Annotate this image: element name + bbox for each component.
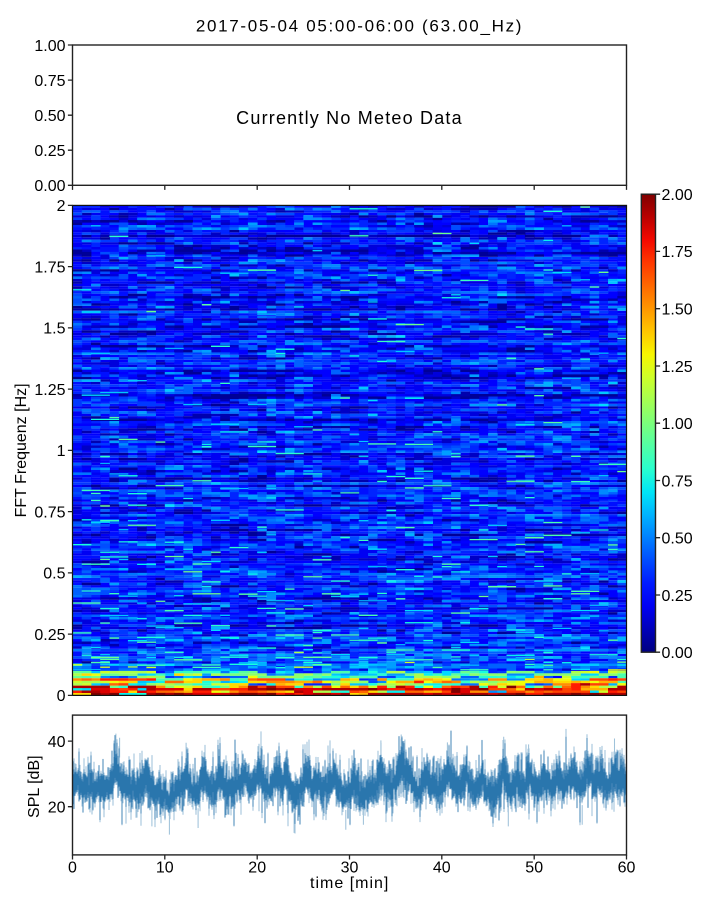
svg-text:30: 30 [341,860,359,877]
svg-text:1.25: 1.25 [34,382,65,399]
svg-text:1.50: 1.50 [662,302,693,319]
svg-text:0: 0 [57,688,66,705]
svg-text:0.75: 0.75 [34,504,65,521]
svg-text:2.00: 2.00 [662,187,693,204]
svg-text:1.00: 1.00 [34,38,65,55]
svg-text:SPL [dB]: SPL [dB] [26,755,43,818]
svg-text:time [min]: time [min] [310,875,389,892]
svg-text:50: 50 [525,860,543,877]
svg-text:20: 20 [48,800,66,817]
svg-text:2017-05-04 05:00-06:00 (63.00_: 2017-05-04 05:00-06:00 (63.00_Hz) [196,17,523,36]
svg-text:0.50: 0.50 [34,108,65,125]
svg-text:1.75: 1.75 [34,259,65,276]
svg-text:1.25: 1.25 [662,359,693,376]
svg-text:10: 10 [156,860,174,877]
svg-text:1.75: 1.75 [662,244,693,261]
svg-text:FFT Frequenz [Hz]: FFT Frequenz [Hz] [13,383,30,517]
svg-text:60: 60 [618,860,636,877]
svg-text:40: 40 [48,734,66,751]
svg-text:0.00: 0.00 [662,645,693,662]
svg-text:0.75: 0.75 [662,473,693,490]
svg-text:Currently No Meteo Data: Currently No Meteo Data [236,108,463,128]
svg-text:40: 40 [433,860,451,877]
svg-text:0.75: 0.75 [34,73,65,90]
svg-text:1.5: 1.5 [43,321,65,338]
svg-text:0.5: 0.5 [43,566,65,583]
svg-text:0.25: 0.25 [34,627,65,644]
svg-text:1.00: 1.00 [662,416,693,433]
svg-text:0.25: 0.25 [34,143,65,160]
svg-text:0: 0 [68,860,77,877]
svg-text:20: 20 [248,860,266,877]
svg-text:1: 1 [57,443,66,460]
svg-text:0.50: 0.50 [662,531,693,548]
svg-text:2: 2 [57,198,66,215]
svg-text:0.25: 0.25 [662,588,693,605]
svg-text:0.00: 0.00 [34,178,65,195]
